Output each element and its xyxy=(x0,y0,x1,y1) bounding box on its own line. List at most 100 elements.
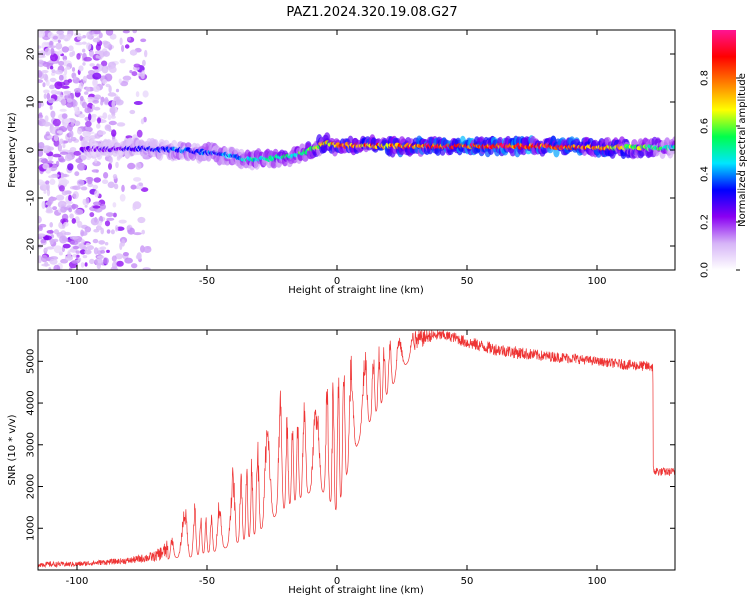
snr-y-axis-label: SNR (10 * v/v) xyxy=(7,414,18,485)
spectrogram-cell xyxy=(144,49,148,58)
spectrogram-cell xyxy=(41,263,50,267)
spectrogram-cell xyxy=(99,50,105,58)
spectrogram-cell xyxy=(47,45,56,49)
spectrogram-cell xyxy=(85,197,90,205)
snr-y-tick-label: 4000 xyxy=(26,390,37,415)
spectrogram-cell xyxy=(111,100,116,108)
spectrogram-cell xyxy=(73,120,81,127)
snr-x-axis-label: Height of straight line (km) xyxy=(288,585,424,596)
spectrogram-cell xyxy=(92,184,99,190)
spectrogram-cell xyxy=(126,225,131,230)
spectrogram-cell xyxy=(138,182,144,187)
spectrogram-cell xyxy=(91,169,100,173)
spectrogram-cell xyxy=(89,212,95,218)
spectrogram-y-axis-label: Frequency (Hz) xyxy=(7,112,18,188)
spectrogram-cell xyxy=(43,73,48,81)
spectrogram-cell xyxy=(58,155,64,162)
spectrogram-cell xyxy=(101,65,109,74)
spectrogram-cell xyxy=(121,44,125,53)
spectrogram-cell xyxy=(185,142,192,149)
spectrogram-cell xyxy=(74,208,84,216)
spectrogram-cell xyxy=(140,118,145,125)
spectrogram-cell xyxy=(107,114,112,121)
spectrogram-cell xyxy=(49,178,56,185)
spectrogram-cell xyxy=(69,147,77,153)
spectrogram-cell xyxy=(82,48,86,53)
spectrogram-cell xyxy=(95,54,100,59)
spectrogram-cell xyxy=(82,35,87,39)
spectrogram-cell xyxy=(38,215,42,224)
spectrogram-cell xyxy=(38,50,46,54)
spectrogram-cell xyxy=(38,225,43,231)
snr-x-tick-label: 100 xyxy=(587,576,606,587)
spectrogram-cell xyxy=(91,113,97,118)
spectrogram-cell xyxy=(118,219,127,224)
spectrogram-cell xyxy=(119,58,126,64)
spectrogram-cell xyxy=(90,217,99,226)
spectrogram-cell xyxy=(82,130,91,138)
spectrogram-cell xyxy=(114,253,124,260)
spectrogram-cell xyxy=(106,249,110,253)
spectrogram-cell xyxy=(38,79,44,83)
spectrogram-y-tick-label: 20 xyxy=(26,48,37,61)
snr-y-tick-label: 3000 xyxy=(26,432,37,457)
spectrogram-cell xyxy=(92,99,99,104)
spectrogram-cell xyxy=(110,229,115,235)
spectrogram-cell xyxy=(105,30,114,36)
spectrogram-cell xyxy=(59,151,69,155)
spectrogram-cell xyxy=(53,245,63,254)
spectrogram-cell xyxy=(100,249,106,254)
spectrogram-cell xyxy=(129,109,136,115)
spectrogram-cell xyxy=(72,191,79,200)
spectrogram-cell xyxy=(112,212,117,218)
spectrogram-cell xyxy=(64,255,73,261)
spectrogram-cell xyxy=(42,121,51,127)
spectrogram-cell xyxy=(40,158,48,164)
spectrogram-cell xyxy=(88,113,92,121)
spectrogram-cell xyxy=(85,120,92,128)
spectrogram-cell xyxy=(51,69,56,73)
spectrogram-cell xyxy=(122,30,130,34)
spectrogram-cell xyxy=(77,220,83,228)
spectrogram-cell xyxy=(113,183,119,190)
snr-plot-area xyxy=(38,330,675,570)
spectrogram-cell xyxy=(58,144,62,152)
spectrogram-cell xyxy=(71,260,78,264)
spectrogram-cell xyxy=(51,72,56,76)
spectrogram-cell xyxy=(42,163,50,170)
spectrogram-cell xyxy=(60,98,67,107)
spectrogram-cell xyxy=(69,213,74,219)
spectrogram-cell xyxy=(94,158,98,164)
spectrogram-cell xyxy=(123,252,129,257)
spectrogram-cell xyxy=(129,70,133,74)
spectrogram-cell xyxy=(140,38,147,43)
spectrogram-cell xyxy=(53,134,59,142)
spectrogram-cell xyxy=(74,109,81,115)
spectrogram-cell xyxy=(105,83,111,88)
spectrogram-cell xyxy=(38,112,43,117)
spectrogram-cell xyxy=(135,91,140,98)
snr-y-ticks: 1000 2000 3000 4000 5000 xyxy=(26,349,675,541)
spectrogram-cell xyxy=(63,231,71,236)
spectrogram-cell xyxy=(38,100,42,109)
snr-x-ticks: -100 -50 0 50 100 xyxy=(66,330,607,587)
spectrogram-cell xyxy=(121,239,126,247)
spectrogram-cell xyxy=(76,35,83,41)
spectrogram-x-axis-label: Height of straight line (km) xyxy=(288,285,424,296)
colorbar-gradient xyxy=(712,30,736,270)
spectrogram-cell xyxy=(43,89,50,94)
spectrogram-cell xyxy=(50,110,56,119)
spectrogram-cell xyxy=(58,74,64,81)
spectrogram-cell xyxy=(131,71,138,77)
spectrogram-cell xyxy=(62,243,71,249)
spectrogram-cell xyxy=(91,104,95,110)
spectrogram-cell xyxy=(69,236,79,240)
spectrogram-cell xyxy=(116,260,124,267)
spectrogram-cell xyxy=(124,44,130,49)
spectrogram-cell xyxy=(76,53,81,60)
spectrogram-cell xyxy=(67,33,72,39)
spectrogram-cell xyxy=(67,78,73,83)
spectrogram-cell xyxy=(42,62,51,67)
spectrogram-cell xyxy=(43,189,47,194)
